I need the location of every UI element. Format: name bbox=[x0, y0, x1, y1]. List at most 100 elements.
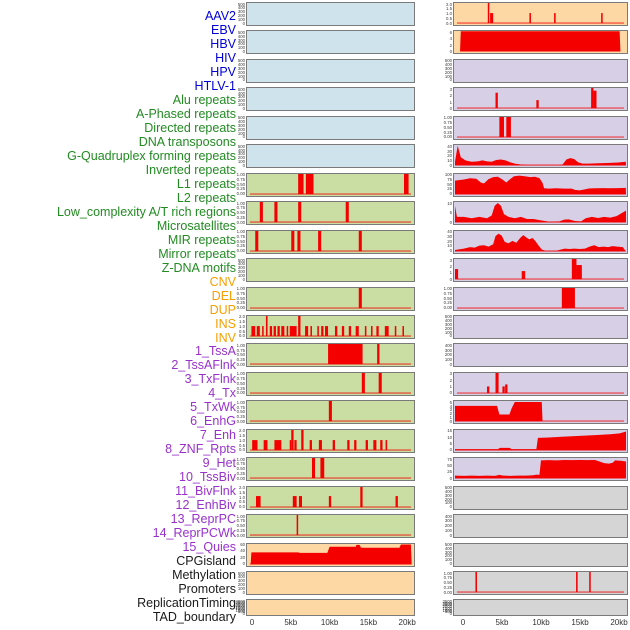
y-tick-label: 0 bbox=[449, 48, 452, 54]
y-tick-label: 0 bbox=[242, 162, 245, 168]
signal-bar bbox=[561, 287, 575, 308]
track-panel-8-znf-rpts bbox=[453, 258, 628, 283]
y-tick-label: 1.00 bbox=[443, 115, 452, 121]
track-panel-dup bbox=[246, 599, 415, 617]
y-tick-label: 4000 bbox=[235, 598, 245, 604]
signal-area bbox=[454, 145, 627, 166]
track-panel-cpgisland bbox=[453, 485, 628, 510]
y-tick-label: 0.25 bbox=[236, 357, 245, 363]
signal-bar bbox=[298, 315, 301, 337]
signal-bar bbox=[265, 315, 268, 337]
signal-bar bbox=[321, 326, 324, 337]
y-tick-label: 1.00 bbox=[236, 456, 245, 462]
y-tick-label: 1500 bbox=[235, 606, 245, 612]
signal-bar bbox=[571, 259, 577, 280]
y-tick-label: 0 bbox=[242, 20, 245, 26]
signal-svg bbox=[249, 515, 412, 536]
y-tick-label: 200 bbox=[444, 523, 452, 529]
y-tick-label: 0.5 bbox=[239, 328, 245, 334]
y-tick-label: 0.25 bbox=[443, 584, 452, 590]
y-tick-label: 3 bbox=[449, 86, 452, 92]
y-tick-label: 40 bbox=[447, 229, 452, 235]
signal-bar bbox=[296, 515, 299, 536]
y-tick-label: 0.5 bbox=[239, 442, 245, 448]
signal-svg bbox=[456, 287, 625, 308]
track-panel-microsatellites bbox=[246, 428, 415, 453]
signal-svg bbox=[247, 572, 414, 594]
signal-baseline bbox=[456, 392, 625, 394]
signal-svg bbox=[247, 117, 414, 139]
y-tick-label: 1 bbox=[449, 384, 452, 390]
y-tick-label: 100 bbox=[237, 272, 245, 278]
signal-bar bbox=[395, 495, 398, 508]
y-tick-label: 0 bbox=[242, 48, 245, 54]
signal-bar bbox=[252, 439, 258, 451]
signal-bar bbox=[305, 326, 309, 337]
y-tick-label: 0.25 bbox=[236, 186, 245, 192]
y-tick-label: 2000 bbox=[442, 604, 452, 610]
y-tick-label: 0.75 bbox=[236, 176, 245, 182]
track-panel-l2-repeats bbox=[246, 371, 415, 396]
y-tick-label: 3500 bbox=[235, 600, 245, 606]
y-tick-label: 50 bbox=[447, 181, 452, 187]
y-tick-label: 0 bbox=[449, 276, 452, 282]
signal-bar bbox=[348, 326, 352, 337]
signal-bar bbox=[325, 326, 329, 337]
signal-bar bbox=[377, 344, 380, 365]
track-label-g-quadruplex-forming-repeats: G-Quadruplex forming repeats bbox=[67, 148, 236, 163]
signal-bar bbox=[487, 3, 490, 24]
signal-svg bbox=[247, 3, 414, 25]
signal-bar bbox=[298, 495, 303, 508]
y-tick-label: 500 bbox=[444, 609, 452, 615]
track-label-10-tssbiv: 10_TssBiv bbox=[179, 470, 236, 485]
signal-svg bbox=[456, 572, 625, 593]
signal-svg bbox=[249, 287, 412, 308]
y-tick-label: 0.00 bbox=[236, 390, 245, 396]
signal-baseline bbox=[249, 392, 412, 394]
y-tick-label: 400 bbox=[237, 147, 245, 153]
y-tick-label: 2 bbox=[449, 377, 452, 383]
track-label-inv: INV bbox=[215, 330, 236, 345]
track-label-cnv: CNV bbox=[209, 274, 236, 289]
y-tick-label: 0 bbox=[449, 361, 452, 367]
signal-baseline bbox=[249, 307, 412, 308]
y-tick-label: 2 bbox=[449, 263, 452, 269]
track-panel-14-reprpcwk bbox=[453, 428, 628, 453]
track-panel-l1-repeats bbox=[246, 343, 415, 368]
signal-svg bbox=[247, 60, 414, 82]
y-tick-label: 500 bbox=[237, 257, 245, 263]
signal-bar bbox=[291, 230, 295, 252]
y-tick-label: 500 bbox=[444, 485, 452, 491]
y-tick-label: 200 bbox=[237, 126, 245, 132]
signal-svg bbox=[454, 203, 627, 223]
y-tick-label: 100 bbox=[237, 130, 245, 136]
y-tick-label: 0.50 bbox=[236, 352, 245, 358]
y-tick-label: 1.00 bbox=[236, 371, 245, 377]
signal-bar bbox=[360, 486, 363, 508]
signal-baseline bbox=[456, 278, 625, 280]
signal-bar bbox=[292, 495, 297, 508]
y-tick-label: 1.5 bbox=[446, 6, 452, 12]
y-tick-label: 0.75 bbox=[443, 120, 452, 126]
y-tick-label: 10 bbox=[447, 434, 452, 440]
y-tick-label: 0.0 bbox=[446, 20, 452, 26]
track-panel-mir-repeats bbox=[246, 457, 415, 482]
y-tick-label: 0.00 bbox=[443, 134, 452, 140]
signal-bar bbox=[289, 326, 297, 337]
track-label-alu-repeats: Alu repeats bbox=[172, 93, 236, 108]
signal-bar bbox=[328, 344, 363, 365]
x-axis-right-tick-5: 5kb bbox=[495, 617, 509, 627]
signal-bar bbox=[593, 91, 597, 109]
track-panel-10-tssbiv bbox=[453, 314, 628, 339]
track-panel-15-quies bbox=[453, 457, 628, 482]
track-panel-z-dna-motifs bbox=[246, 514, 415, 539]
y-tick-label: 1.00 bbox=[443, 286, 452, 291]
y-tick-label: 1.00 bbox=[236, 513, 245, 519]
signal-bar bbox=[251, 326, 256, 337]
y-tick-label: 0.25 bbox=[443, 129, 452, 135]
signal-svg bbox=[456, 372, 625, 394]
track-label-5-txwk: 5_TxWk bbox=[190, 400, 236, 415]
y-tick-label: 0 bbox=[449, 561, 452, 567]
signal-bar bbox=[328, 495, 332, 508]
y-tick-label: 200 bbox=[237, 41, 245, 47]
